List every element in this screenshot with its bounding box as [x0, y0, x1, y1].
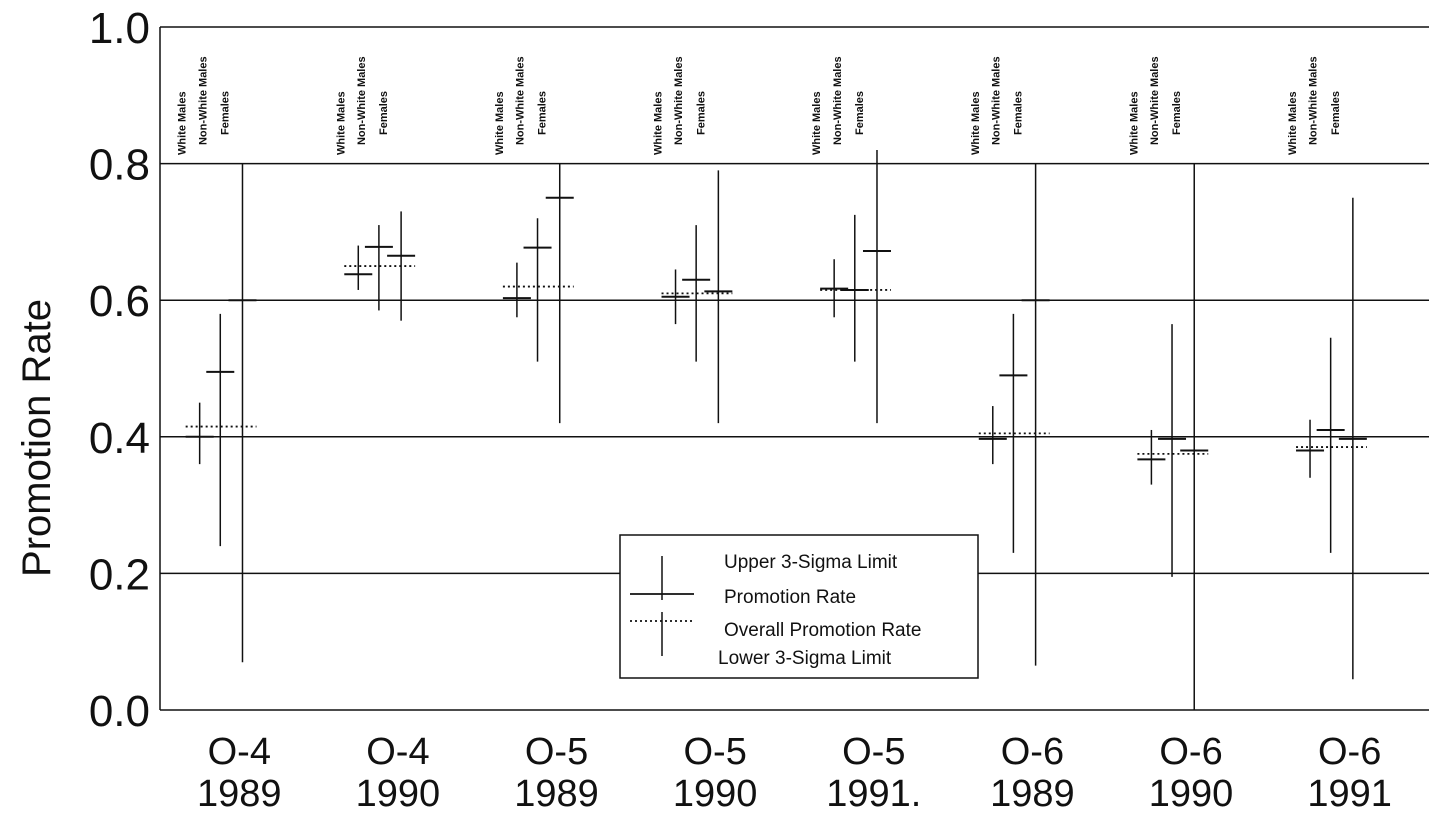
y-tick-label: 0.6 [89, 277, 150, 326]
subgroup-label: Females [854, 91, 866, 135]
x-group-rank-label: O-5 [842, 731, 905, 773]
x-group-year-label: 1990 [673, 773, 758, 815]
y-tick-label: 1.0 [89, 4, 150, 53]
subgroup-label: White Males [970, 91, 982, 155]
subgroup-label: White Males [811, 91, 823, 155]
y-axis-label: Promotion Rate [15, 299, 59, 577]
subgroup-label: White Males [653, 91, 665, 155]
x-group-rank-label: O-4 [366, 731, 429, 773]
y-tick-label: 0.2 [89, 550, 150, 599]
series-marks: White Males Non-White Males Females White M… [177, 56, 1367, 710]
subgroup-label: Non-White Males [356, 56, 368, 145]
x-group-rank-label: O-6 [1159, 731, 1222, 773]
y-tick-label: 0.4 [89, 414, 150, 463]
y-tick-labels: 0.0 0.2 0.4 0.6 0.8 1.0 [89, 4, 150, 736]
subgroup-label: Non-White Males [1149, 56, 1161, 145]
subgroup-label: White Males [1287, 91, 1299, 155]
x-group-year-label: 1991. [826, 773, 921, 815]
x-group-rank-label: O-4 [208, 731, 271, 773]
legend-lower-limit-label: Lower 3-Sigma Limit [718, 648, 892, 669]
subgroup-label: Non-White Males [990, 56, 1002, 145]
subgroup-label: White Males [335, 91, 347, 155]
legend-overall-rate-label: Overall Promotion Rate [724, 620, 921, 641]
subgroup-label: Non-White Males [832, 56, 844, 145]
x-group-labels: O-41989O-41990O-51989O-51990O-51991.O-61… [197, 731, 1392, 815]
legend-upper-limit-label: Upper 3-Sigma Limit [724, 552, 898, 573]
x-group-rank-label: O-5 [525, 731, 588, 773]
legend-promotion-rate-label: Promotion Rate [724, 587, 856, 608]
x-group-rank-label: O-6 [1318, 731, 1381, 773]
x-group-rank-label: O-6 [1001, 731, 1064, 773]
subgroup-label: Non-White Males [197, 56, 209, 145]
x-group-year-label: 1990 [1149, 773, 1234, 815]
x-group-year-label: 1989 [990, 773, 1075, 815]
subgroup-label: White Males [494, 91, 506, 155]
subgroup-label: Females [695, 91, 707, 135]
subgroup-label: Females [537, 91, 549, 135]
x-group-year-label: 1989 [197, 773, 282, 815]
legend-box [619, 534, 979, 679]
y-tick-label: 0.8 [89, 141, 150, 190]
subgroup-label: Females [378, 91, 390, 135]
gridlines [159, 26, 1429, 711]
legend: Upper 3-Sigma Limit Promotion Rate Overa… [619, 534, 979, 679]
subgroup-label: Females [1171, 91, 1183, 135]
subgroup-label: Non-White Males [1308, 56, 1320, 145]
subgroup-label: White Males [1128, 91, 1140, 155]
x-group-rank-label: O-5 [684, 731, 747, 773]
subgroup-label: White Males [177, 91, 189, 155]
subgroup-label: Non-White Males [515, 56, 527, 145]
subgroup-label: Non-White Males [673, 56, 685, 145]
subgroup-label: Females [219, 91, 231, 135]
subgroup-label: Females [1013, 91, 1025, 135]
x-group-year-label: 1990 [356, 773, 441, 815]
subgroup-label: Females [1330, 91, 1342, 135]
x-group-year-label: 1991 [1307, 773, 1392, 815]
y-tick-label: 0.0 [89, 687, 150, 736]
x-group-year-label: 1989 [514, 773, 599, 815]
